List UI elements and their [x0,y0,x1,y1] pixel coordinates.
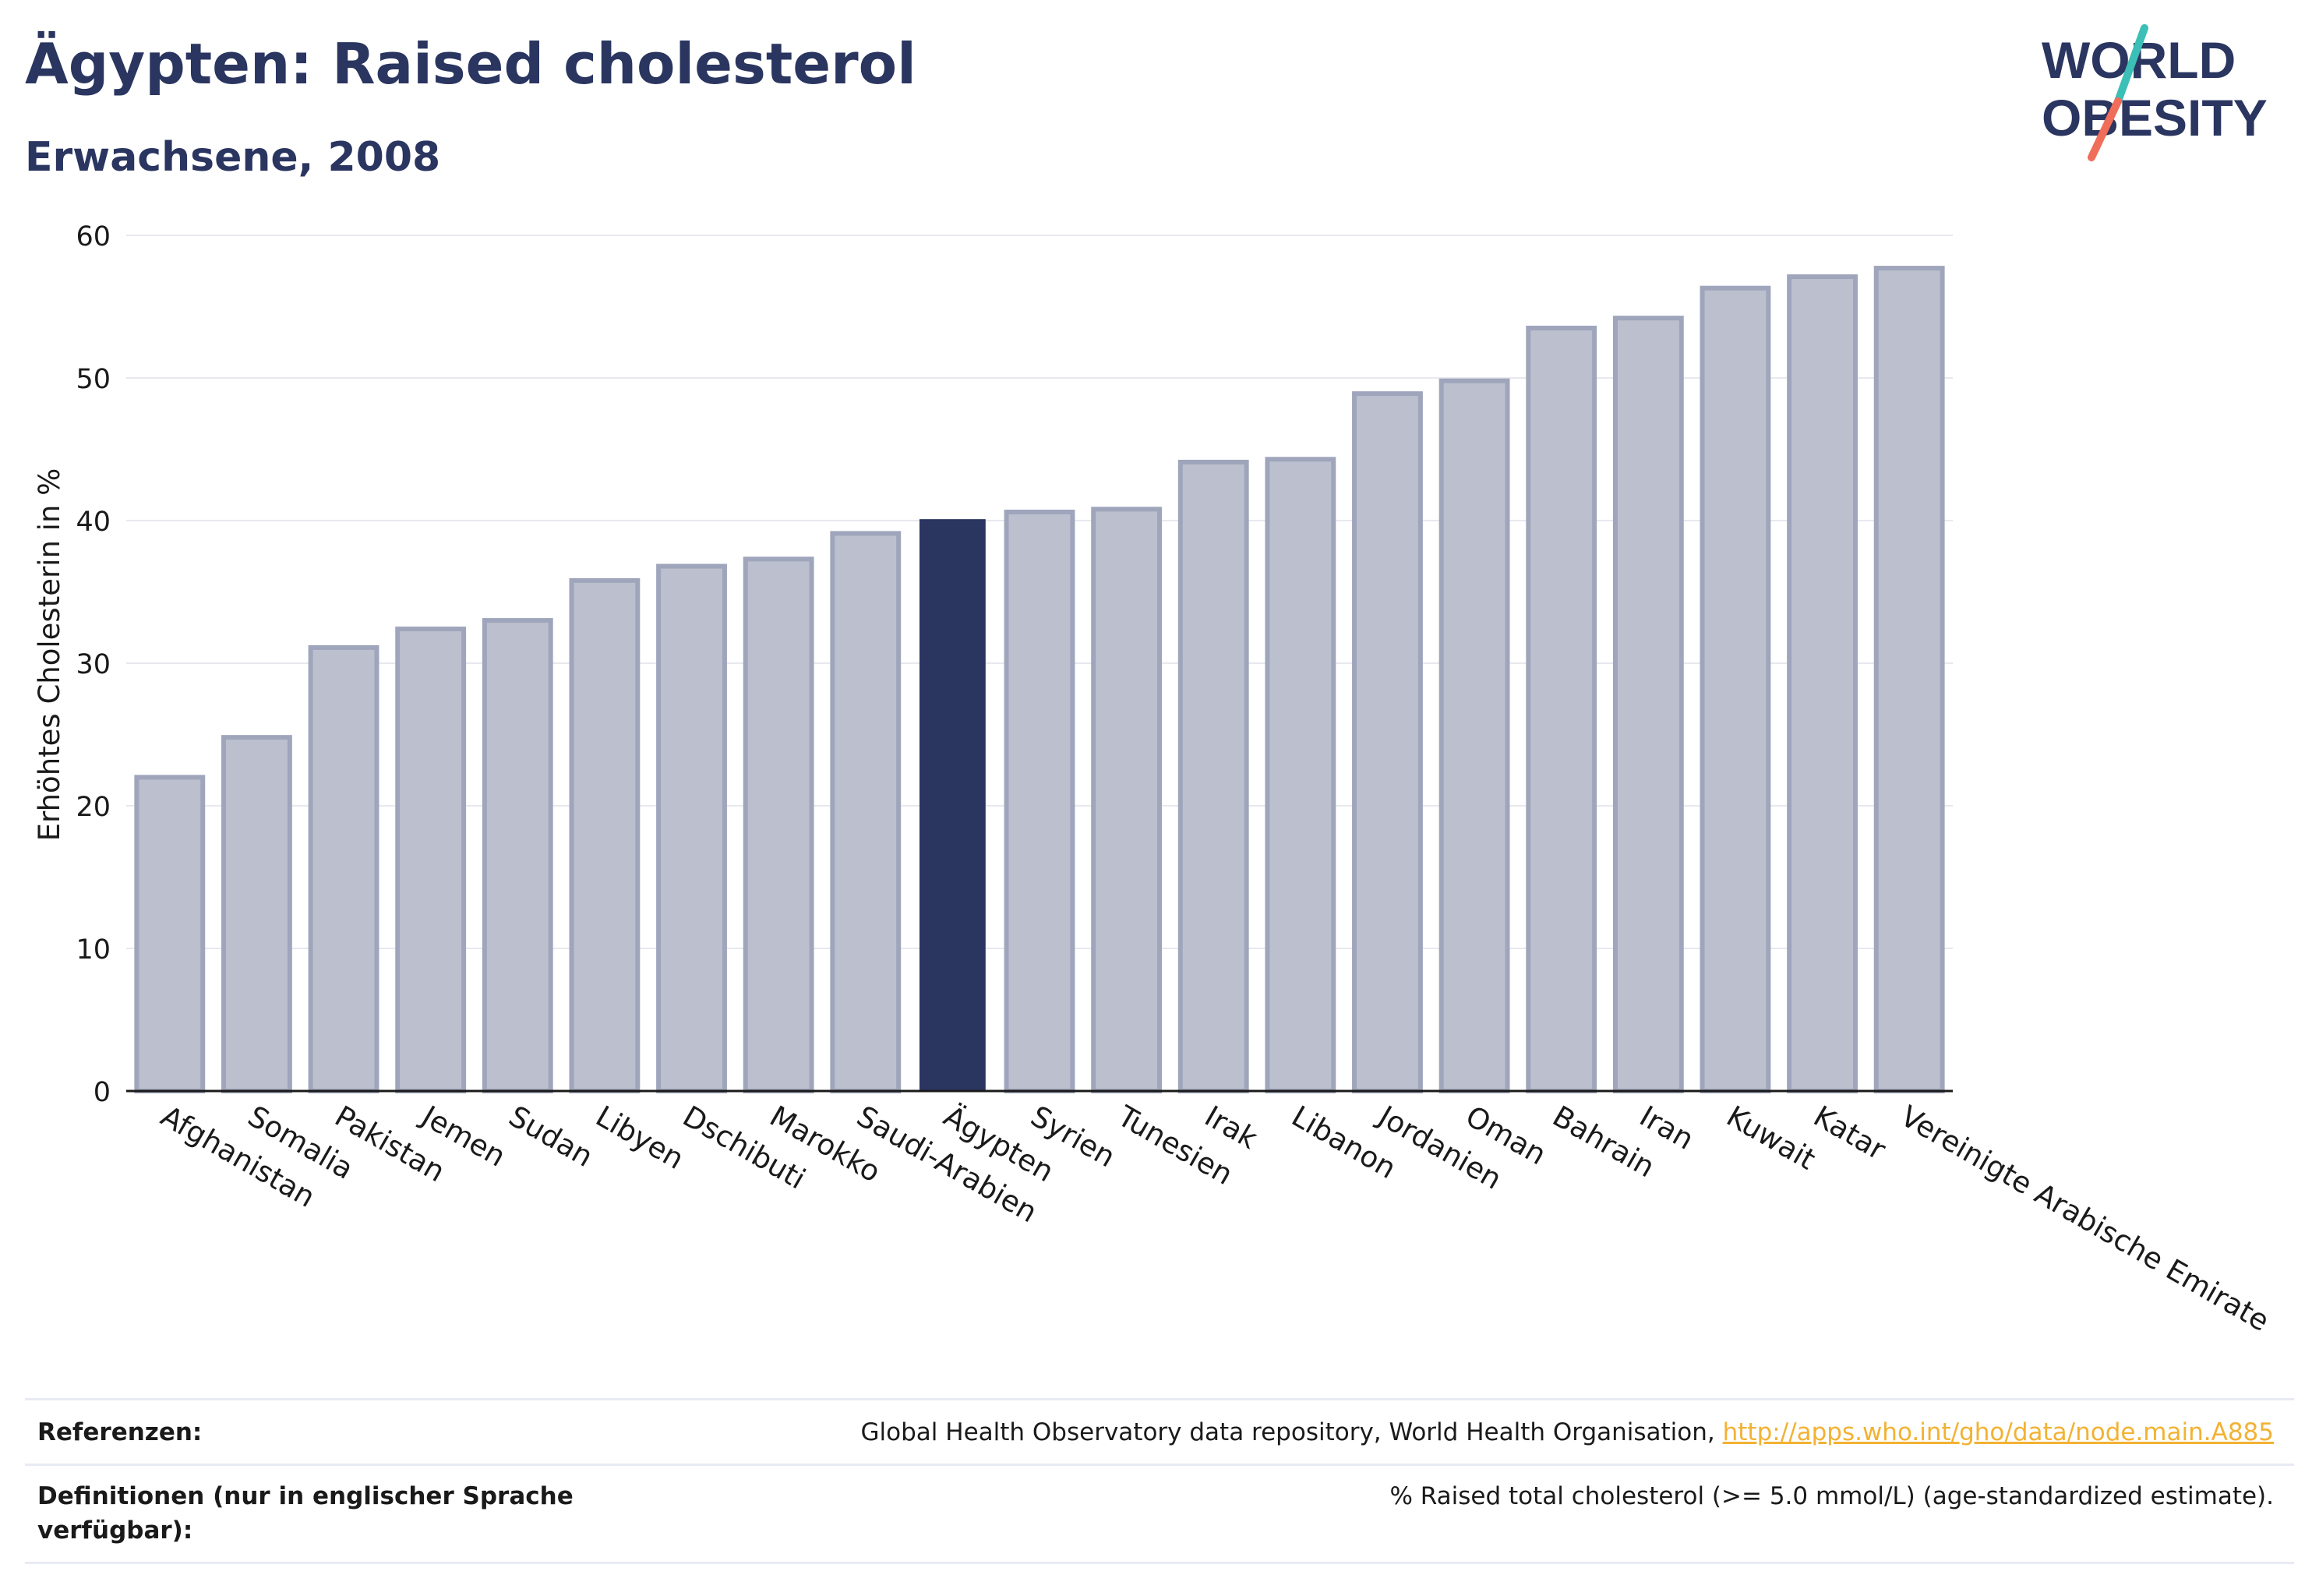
bar-dschibuti[interactable] [656,563,727,1093]
y-tick-label: 10 [76,934,111,966]
bar-katar[interactable] [1787,274,1858,1094]
references-text: Global Health Observatory data repositor… [861,1415,2274,1449]
logo-line2: OBESITY [2042,89,2268,147]
x-tick-label: Libyen [590,1100,690,1176]
definitions-text: % Raised total cholesterol (>= 5.0 mmol/… [1389,1482,2274,1510]
bar-jordanien[interactable] [1352,391,1423,1093]
bar-layer [134,266,1945,1094]
bar-saudi-arabien[interactable] [830,531,902,1093]
bar-oman[interactable] [1438,378,1510,1094]
references-label: Referenzen: [37,1418,203,1446]
bar-pakistan[interactable] [308,644,379,1093]
bar-jemen[interactable] [395,627,467,1093]
y-axis-label: Erhöhtes Cholesterin in % [33,468,66,842]
logo-slash-teal [2114,24,2148,105]
bar-somalia[interactable] [221,735,292,1093]
bar-chart: 0102030405060AfghanistanSomaliaPakistanJ… [33,221,2275,1338]
bar-iran[interactable] [1612,316,1684,1093]
y-tick-label: 40 [76,507,111,538]
bar-vereinigte-arabische-emirate[interactable] [1873,266,1945,1094]
y-tick-label: 50 [76,364,111,395]
bar-marokko[interactable] [743,556,814,1093]
footer-rule-top [25,1398,2294,1400]
logo-slash-coral [2088,97,2122,161]
references-link[interactable]: http://apps.who.int/gho/data/node.main.A… [1722,1418,2274,1446]
bar-libyen[interactable] [569,577,641,1093]
world-obesity-logo: WORLD OBESITY [2042,24,2268,161]
bar-irak[interactable] [1177,459,1249,1093]
x-tick-label: Kuwait [1721,1100,1821,1177]
chart-title: Ägypten: Raised cholesterol [25,31,916,97]
footer-rule-middle [25,1464,2294,1466]
y-tick-label: 0 [94,1077,111,1108]
bar-afghanistan[interactable] [134,775,206,1094]
bar-sudan[interactable] [482,618,553,1093]
x-tick-label: Sudan [503,1100,598,1174]
chart-subtitle: Erwachsene, 2008 [25,134,441,181]
y-tick-label: 60 [76,221,111,252]
definitions-label: Definitionen (nur in englischer Sprache … [37,1482,574,1545]
x-tick-label: Vereinigte Arabische Emirate [1895,1100,2275,1338]
bar-tunesien[interactable] [1091,507,1163,1093]
bar-ägypten[interactable] [919,519,986,1091]
bar-kuwait[interactable] [1700,285,1771,1094]
y-tick-label: 30 [76,649,111,680]
references-source: Global Health Observatory data repositor… [860,1418,1723,1446]
bar-libanon[interactable] [1265,457,1336,1093]
bar-syrien[interactable] [1004,510,1075,1093]
footer-rule-bottom [25,1562,2294,1564]
x-tick-label: Katar [1808,1100,1892,1167]
y-tick-label: 20 [76,792,111,823]
bar-bahrain[interactable] [1526,325,1597,1093]
